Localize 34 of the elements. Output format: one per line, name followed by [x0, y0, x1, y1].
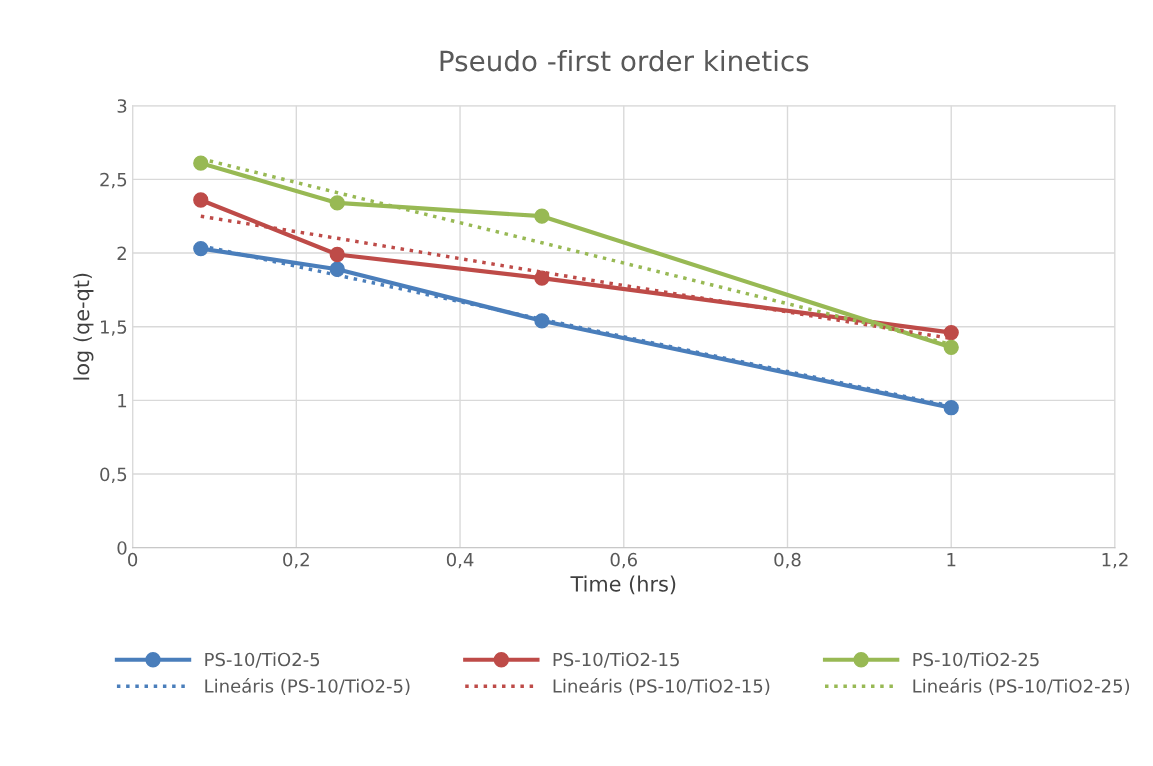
x-tick-label: 1,2	[1102, 552, 1128, 569]
y-tick-label: 0,5	[100, 467, 127, 483]
legend-label: PS-10/TiO2-25	[913, 652, 1039, 668]
point	[193, 240, 209, 257]
x-tick-label: 0,2	[283, 552, 309, 569]
y-tick-label: 1	[118, 394, 127, 408]
point	[329, 195, 345, 211]
y-tick-label: 0	[117, 541, 127, 555]
point	[193, 155, 209, 171]
point	[943, 400, 959, 416]
y-tick-label: 1,5	[101, 320, 127, 336]
legend-label: Lineáris (PS-10/TiO2-5)	[205, 678, 410, 695]
legend-label: PS-10/TiO2-15	[553, 652, 679, 668]
x-tick-label: 0	[128, 552, 138, 567]
legend-label: Lineáris (PS-10/TiO2-15)	[553, 678, 770, 695]
chart-title: Pseudo -first order kinetics	[440, 49, 809, 72]
point	[943, 324, 959, 341]
x-tick-label: 1	[947, 553, 956, 567]
point	[534, 270, 550, 286]
y-tick-label: 2	[117, 246, 126, 260]
point	[329, 261, 345, 277]
y-axis-title: log (qe-qt)	[73, 273, 94, 380]
x-tick-label: 0,6	[610, 552, 637, 569]
y-tick-label: 2,5	[100, 172, 127, 189]
x-tick-label: 0,8	[774, 552, 801, 569]
x-axis-title: Time (hrs)	[570, 575, 676, 595]
point	[329, 246, 345, 263]
point	[943, 339, 959, 355]
legend-label: Lineáris (PS-10/TiO2-25)	[913, 678, 1130, 695]
point	[193, 192, 209, 208]
x-tick-label: 0,4	[446, 552, 474, 569]
point	[534, 208, 550, 224]
y-tick-label: 3	[117, 99, 127, 113]
legend-label: PS-10/TiO2-5	[205, 652, 320, 668]
